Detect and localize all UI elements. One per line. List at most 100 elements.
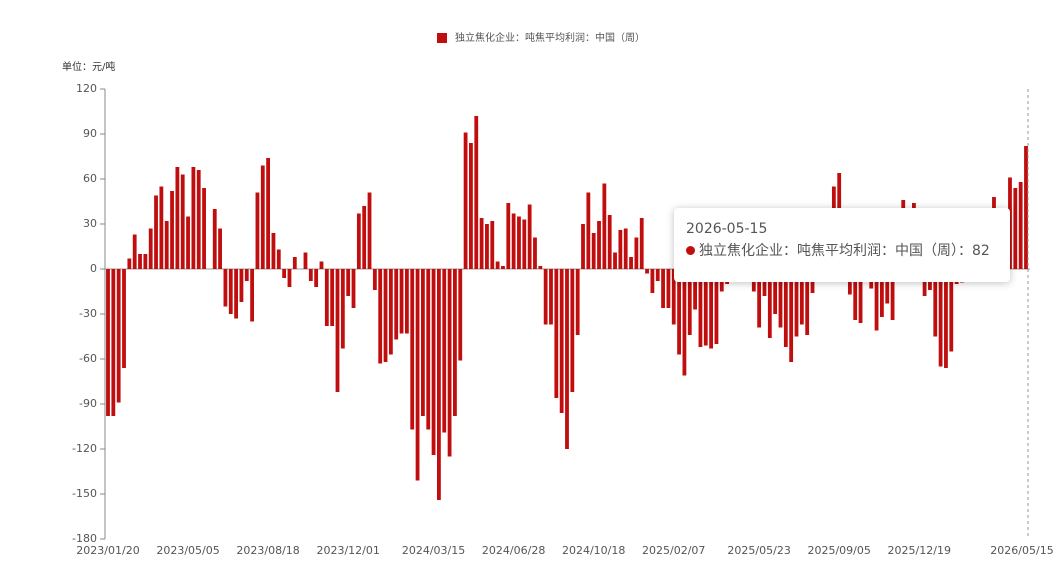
bar [196, 170, 201, 269]
bar [266, 158, 271, 269]
bar [143, 254, 148, 269]
bar [602, 183, 607, 269]
bar [106, 269, 110, 416]
y-tick-label: -90 [79, 397, 97, 410]
bar [159, 186, 164, 269]
tooltip-value: 82 [972, 243, 990, 259]
tooltip-sep: ： [958, 243, 972, 259]
bar [399, 269, 404, 334]
bar [634, 237, 639, 269]
bar [597, 221, 601, 269]
bar [255, 192, 260, 269]
bar [250, 269, 255, 322]
y-tick-label: 60 [83, 172, 97, 185]
bar [394, 269, 399, 340]
y-tick-label: -120 [72, 442, 97, 455]
bar [314, 269, 319, 287]
legend-swatch[interactable] [437, 33, 447, 43]
bar [303, 252, 308, 269]
bar [138, 254, 142, 269]
bar [805, 269, 810, 335]
bar [933, 269, 938, 337]
bar [554, 269, 559, 398]
y-tick-label: 120 [76, 82, 97, 95]
bar [517, 216, 521, 269]
bar [549, 269, 553, 325]
x-tick-label: 2024/03/15 [402, 544, 465, 557]
bar [148, 228, 153, 269]
bar [372, 269, 377, 290]
bar [458, 269, 463, 361]
bar [127, 258, 132, 269]
bar [415, 269, 420, 481]
x-tick-label: 2025/05/23 [727, 544, 790, 557]
tooltip: 2026-05-15 独立焦化企业：吨焦平均利润：中国（周）：82 [674, 208, 1010, 282]
tooltip-title: 2026-05-15 [686, 221, 768, 237]
bar [474, 116, 479, 269]
bar [442, 269, 447, 433]
x-tick-label: 2023/01/20 [76, 544, 139, 557]
bar [591, 233, 596, 269]
bar [645, 269, 649, 274]
bar [485, 224, 489, 269]
bar [538, 266, 543, 269]
bar [463, 132, 468, 269]
bar [762, 269, 767, 296]
bar [469, 143, 473, 269]
bar [885, 269, 890, 304]
x-tick-label: 2024/06/28 [482, 544, 545, 557]
y-tick-label: 30 [83, 217, 97, 230]
bar [447, 269, 452, 457]
bar [186, 216, 190, 269]
bar [890, 269, 895, 320]
bar [586, 192, 591, 269]
bar [324, 269, 329, 326]
bar [479, 218, 484, 269]
bar [949, 269, 954, 352]
bar [618, 230, 623, 269]
bar [677, 269, 681, 355]
bar [346, 269, 351, 296]
bar [453, 269, 457, 416]
bar [522, 219, 527, 269]
bar [570, 269, 575, 392]
bar [698, 269, 703, 347]
legend-label[interactable]: 独立焦化企业：吨焦平均利润：中国（周） [455, 31, 645, 44]
x-tick-label: 2023/08/18 [236, 544, 299, 557]
bar [330, 269, 335, 326]
bar [639, 218, 644, 269]
bar [351, 269, 356, 308]
bar [1018, 182, 1023, 269]
bar [944, 269, 948, 368]
bar [170, 191, 174, 269]
bar [116, 269, 121, 403]
y-tick-label: -150 [72, 487, 97, 500]
bar [778, 269, 783, 328]
bar [773, 269, 778, 314]
bar [154, 195, 158, 269]
bar [191, 167, 196, 269]
bar [527, 204, 532, 269]
bar [340, 269, 345, 349]
bar [783, 269, 788, 347]
bar [709, 269, 714, 349]
bar [581, 224, 585, 269]
bar [132, 234, 137, 269]
bar [175, 167, 180, 269]
bar [490, 221, 495, 269]
tooltip-dot [686, 246, 695, 255]
bar [367, 192, 372, 269]
bar [794, 269, 799, 337]
bar [356, 213, 361, 269]
x-tick-label: 2025/09/05 [807, 544, 870, 557]
bar [799, 269, 804, 325]
bar [437, 269, 441, 500]
x-tick-label: 2026/05/15 [990, 544, 1053, 557]
bar [319, 261, 324, 269]
x-tick-label: 2023/12/01 [316, 544, 379, 557]
bar [1024, 146, 1028, 269]
bar [218, 228, 222, 269]
bar [383, 269, 388, 362]
bar [282, 269, 287, 278]
y-tick-label: -60 [79, 352, 97, 365]
